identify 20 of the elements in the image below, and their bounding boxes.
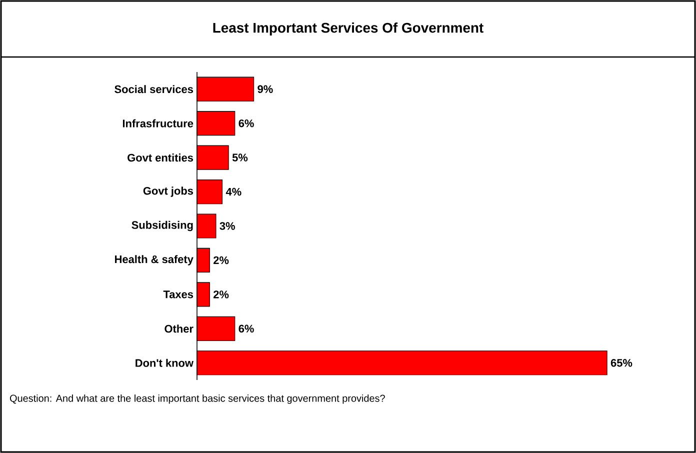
y-tick-label: Don't know [136, 358, 194, 367]
y-tick-label: Govt entities [128, 154, 194, 162]
y-tick-label: Social services [114, 85, 194, 94]
data-label: 4% [226, 188, 242, 196]
data-label: 9% [258, 85, 273, 93]
y-tick-label: Subsidising [132, 220, 193, 232]
data-label: 2% [214, 256, 229, 264]
data-label: 2% [214, 290, 229, 298]
data-label: 65% [610, 359, 632, 367]
data-label: 6% [238, 324, 254, 333]
y-tick-label: Health & safety [115, 255, 194, 266]
chart-title: Least Important Services Of Government [213, 22, 484, 36]
text: Question: And what are the least important basic services that government provides? [10, 394, 385, 404]
data-label: 6% [238, 119, 254, 128]
data-label: 5% [232, 154, 248, 162]
data-label: 3% [220, 222, 235, 230]
y-tick-label: Other [164, 324, 194, 333]
y-tick-label: Taxes [163, 290, 194, 298]
y-tick-label: Govt jobs [143, 186, 194, 197]
y-tick-label: Infrasfructure [122, 119, 194, 128]
